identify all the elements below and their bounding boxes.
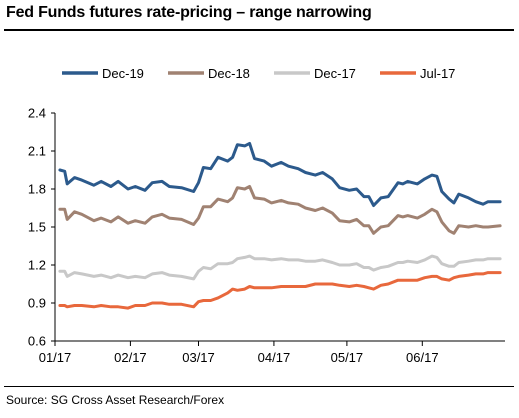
legend-label: Jul-17	[420, 66, 455, 81]
y-tick-label: 1.2	[28, 258, 46, 273]
x-tick-label: 04/17	[258, 350, 291, 365]
source-note: Source: SG Cross Asset Research/Forex	[6, 393, 225, 407]
series-line-dec-17	[58, 254, 502, 281]
title-rule	[4, 29, 514, 31]
series-line-dec-19	[58, 141, 502, 207]
x-tick-label: 02/17	[114, 350, 147, 365]
series-line-jul-17	[58, 271, 502, 310]
y-axis: 0.6 0.9 1.2 1.5 1.8 2.1 2.4	[28, 106, 56, 349]
y-tick-label: 2.4	[28, 106, 46, 121]
series-line-dec-18	[58, 185, 502, 235]
x-tick-label: 03/17	[182, 350, 215, 365]
legend-label: Dec-18	[208, 66, 250, 81]
y-tick-label: 0.6	[28, 334, 46, 349]
plot-area	[58, 141, 502, 310]
legend-label: Dec-19	[102, 66, 144, 81]
y-tick-label: 1.8	[28, 182, 46, 197]
y-tick-label: 2.1	[28, 144, 46, 159]
chart-title: Fed Funds futures rate-pricing – range n…	[6, 4, 372, 21]
x-tick-label: 01/17	[39, 350, 72, 365]
x-axis: 01/17 02/17 03/17 04/17 05/17 06/17	[39, 340, 505, 365]
y-tick-label: 1.5	[28, 220, 46, 235]
x-tick-label: 06/17	[406, 350, 439, 365]
legend: Dec-19 Dec-18 Dec-17 Jul-17	[62, 66, 455, 81]
x-tick-label: 05/17	[331, 350, 364, 365]
legend-label: Dec-17	[314, 66, 356, 81]
y-tick-label: 0.9	[28, 296, 46, 311]
source-rule	[4, 386, 514, 387]
